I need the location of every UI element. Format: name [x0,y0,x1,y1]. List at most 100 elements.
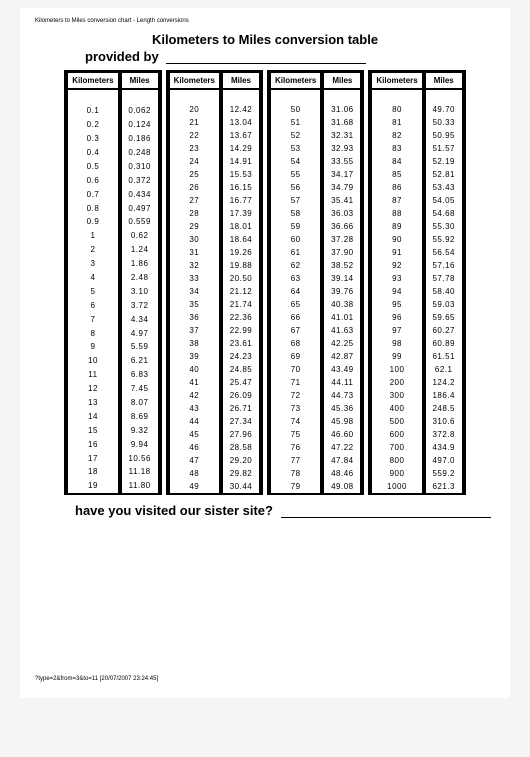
table-row: 10062.1 [370,363,463,376]
mi-cell: 0.559 [120,215,160,229]
conversion-table-2: KilometersMiles 2012.422113.042213.67231… [166,70,263,495]
km-cell: 49 [168,480,221,493]
km-cell: 72 [269,389,322,402]
table-row: 0.80.497 [66,201,159,215]
table-row: 5232.31 [269,129,362,142]
km-cell: 34 [168,285,221,298]
table-row: 2515.53 [168,168,261,181]
table-row: 6439.76 [269,285,362,298]
km-cell: 73 [269,402,322,415]
table-row: 42.48 [66,271,159,285]
table-row: 9156.54 [370,246,463,259]
table-row: 0.60.372 [66,173,159,187]
table-row: 4326.71 [168,402,261,415]
mi-cell: 26.09 [221,389,261,402]
km-cell: 14 [66,409,119,423]
km-cell: 1000 [370,480,423,493]
km-cell: 99 [370,350,423,363]
table-row: 10.62 [66,229,159,243]
mi-cell: 42.87 [322,350,362,363]
table-row: 8049.70 [370,103,463,116]
mi-cell: 31.06 [322,103,362,116]
table-row: 106.21 [66,354,159,368]
km-cell: 63 [269,272,322,285]
table-row: 116.83 [66,368,159,382]
mi-cell: 50.33 [424,116,464,129]
table-row: 2012.42 [168,103,261,116]
table-row: 5634.79 [269,181,362,194]
km-cell: 500 [370,415,423,428]
mi-cell: 0.248 [120,146,160,160]
mi-cell: 37.90 [322,246,362,259]
mi-cell: 32.93 [322,142,362,155]
mi-cell: 50.95 [424,129,464,142]
document-page: Kilometers to Miles conversion chart - L… [20,8,510,698]
km-cell: 54 [269,155,322,168]
table-row: 7244.73 [269,389,362,402]
km-cell: 35 [168,298,221,311]
table-row: 2817.39 [168,207,261,220]
mi-cell: 27.34 [221,415,261,428]
table-row: 6037.28 [269,233,362,246]
mi-cell: 23.61 [221,337,261,350]
km-cell: 98 [370,337,423,350]
table-row: 800497.0 [370,454,463,467]
mi-cell: 6.21 [120,354,160,368]
conversion-table-4: KilometersMiles 8049.708150.338250.95835… [368,70,465,495]
table-row: 1811.18 [66,465,159,479]
spacer-cell [370,90,423,103]
km-cell: 79 [269,480,322,493]
km-cell: 27 [168,194,221,207]
km-cell: 29 [168,220,221,233]
table-row: 9458.40 [370,285,463,298]
mi-cell: 13.67 [221,129,261,142]
mi-cell: 44.73 [322,389,362,402]
km-cell: 53 [269,142,322,155]
table-row: 3823.61 [168,337,261,350]
mi-cell: 62.1 [424,363,464,376]
spacer-cell [66,90,119,104]
mi-cell: 26.71 [221,402,261,415]
table-row: 53.10 [66,284,159,298]
table-row: 9055.92 [370,233,463,246]
km-cell: 0.4 [66,146,119,160]
sister-site-text: have you visited our sister site? [75,503,495,518]
km-cell: 76 [269,441,322,454]
conversion-table-1: KilometersMiles 0.10.0620.20.1240.30.186… [64,70,161,495]
table-row: 4527.96 [168,428,261,441]
table-row: 7848.46 [269,467,362,480]
table-row: 3722.99 [168,324,261,337]
km-cell: 58 [269,207,322,220]
mi-cell: 4.97 [120,326,160,340]
table-row: 8854.68 [370,207,463,220]
km-cell: 0.8 [66,201,119,215]
mi-cell: 39.76 [322,285,362,298]
km-cell: 22 [168,129,221,142]
mi-cell: 16.15 [221,181,261,194]
mi-cell: 9.94 [120,437,160,451]
mi-cell: 33.55 [322,155,362,168]
table-row: 8250.95 [370,129,463,142]
km-cell: 9 [66,340,119,354]
spacer-cell [221,90,261,103]
km-cell: 5 [66,284,119,298]
km-cell: 69 [269,350,322,363]
table-row: 2414.91 [168,155,261,168]
km-cell: 65 [269,298,322,311]
conversion-table-3: KilometersMiles 5031.065131.685232.31533… [267,70,364,495]
km-cell: 0.7 [66,187,119,201]
mi-cell: 19.26 [221,246,261,259]
table-row: 95.59 [66,340,159,354]
km-cell: 8 [66,326,119,340]
table-row: 0.10.062 [66,104,159,118]
table-row: 6741.63 [269,324,362,337]
table-row: 7043.49 [269,363,362,376]
table-row: 127.45 [66,382,159,396]
mi-cell: 21.74 [221,298,261,311]
km-cell: 0.9 [66,215,119,229]
mi-cell: 36.66 [322,220,362,233]
km-cell: 0.3 [66,132,119,146]
km-cell: 46 [168,441,221,454]
mi-cell: 35.41 [322,194,362,207]
km-cell: 7 [66,312,119,326]
